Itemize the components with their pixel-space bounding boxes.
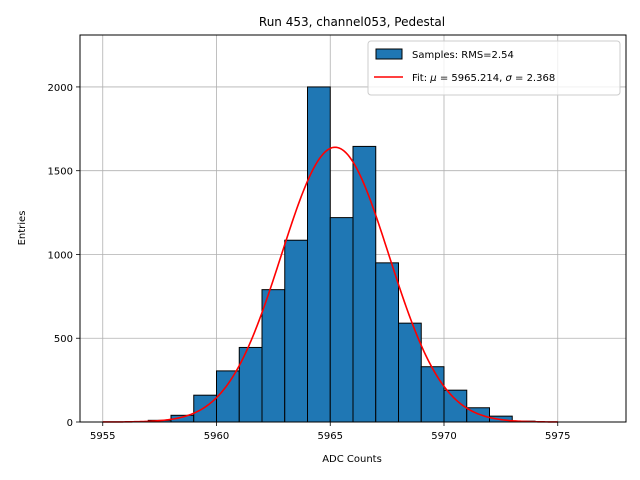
x-tick-label: 5955 bbox=[90, 431, 115, 442]
histogram-bar bbox=[193, 394, 217, 423]
histogram-bar bbox=[284, 239, 308, 423]
histogram-bar bbox=[375, 262, 399, 423]
histogram-bar bbox=[420, 366, 445, 423]
x-tick-label: 5975 bbox=[545, 431, 570, 442]
chart-title: Run 453, channel053, Pedestal bbox=[259, 15, 445, 29]
legend-mu-symbol: μ bbox=[429, 73, 436, 84]
legend-fit-label: Fit: μ = 5965.214, σ = 2.368 bbox=[412, 73, 555, 84]
x-axis-ticks: 5955 5960 5965 5970 5975 bbox=[90, 422, 570, 442]
y-tick-label: 500 bbox=[54, 334, 73, 345]
histogram-bar bbox=[352, 145, 377, 423]
y-tick-label: 0 bbox=[67, 418, 73, 429]
histogram-bar bbox=[216, 370, 240, 423]
histogram-bar bbox=[307, 86, 331, 423]
histogram-bars bbox=[147, 86, 536, 423]
x-tick-label: 5970 bbox=[431, 431, 456, 442]
y-axis-label: Entries bbox=[17, 211, 28, 246]
legend-samples-label: Samples: RMS=2.54 bbox=[412, 50, 514, 61]
legend-sigma-value: = 2.368 bbox=[515, 73, 555, 84]
y-axis-ticks: 0 500 1000 1500 2000 bbox=[48, 83, 80, 429]
legend-fit-prefix: Fit: bbox=[412, 73, 430, 84]
histogram-bar bbox=[329, 217, 354, 423]
y-tick-label: 2000 bbox=[48, 83, 73, 94]
x-tick-label: 5960 bbox=[204, 431, 229, 442]
legend: Samples: RMS=2.54 Fit: μ = 5965.214, σ =… bbox=[367, 40, 621, 96]
y-tick-label: 1500 bbox=[48, 167, 73, 178]
x-tick-label: 5965 bbox=[318, 431, 343, 442]
histogram-bar bbox=[261, 289, 286, 423]
plot-frame bbox=[79, 34, 627, 423]
legend-mu-value: = 5965.214, bbox=[440, 73, 506, 84]
x-axis-label: ADC Counts bbox=[322, 454, 382, 465]
fit-curve bbox=[102, 146, 558, 423]
legend-sigma-symbol: σ bbox=[505, 73, 512, 84]
legend-box bbox=[367, 40, 621, 96]
legend-samples-swatch bbox=[375, 48, 403, 60]
fit-curve-group bbox=[102, 146, 558, 423]
y-tick-label: 1000 bbox=[48, 250, 73, 261]
